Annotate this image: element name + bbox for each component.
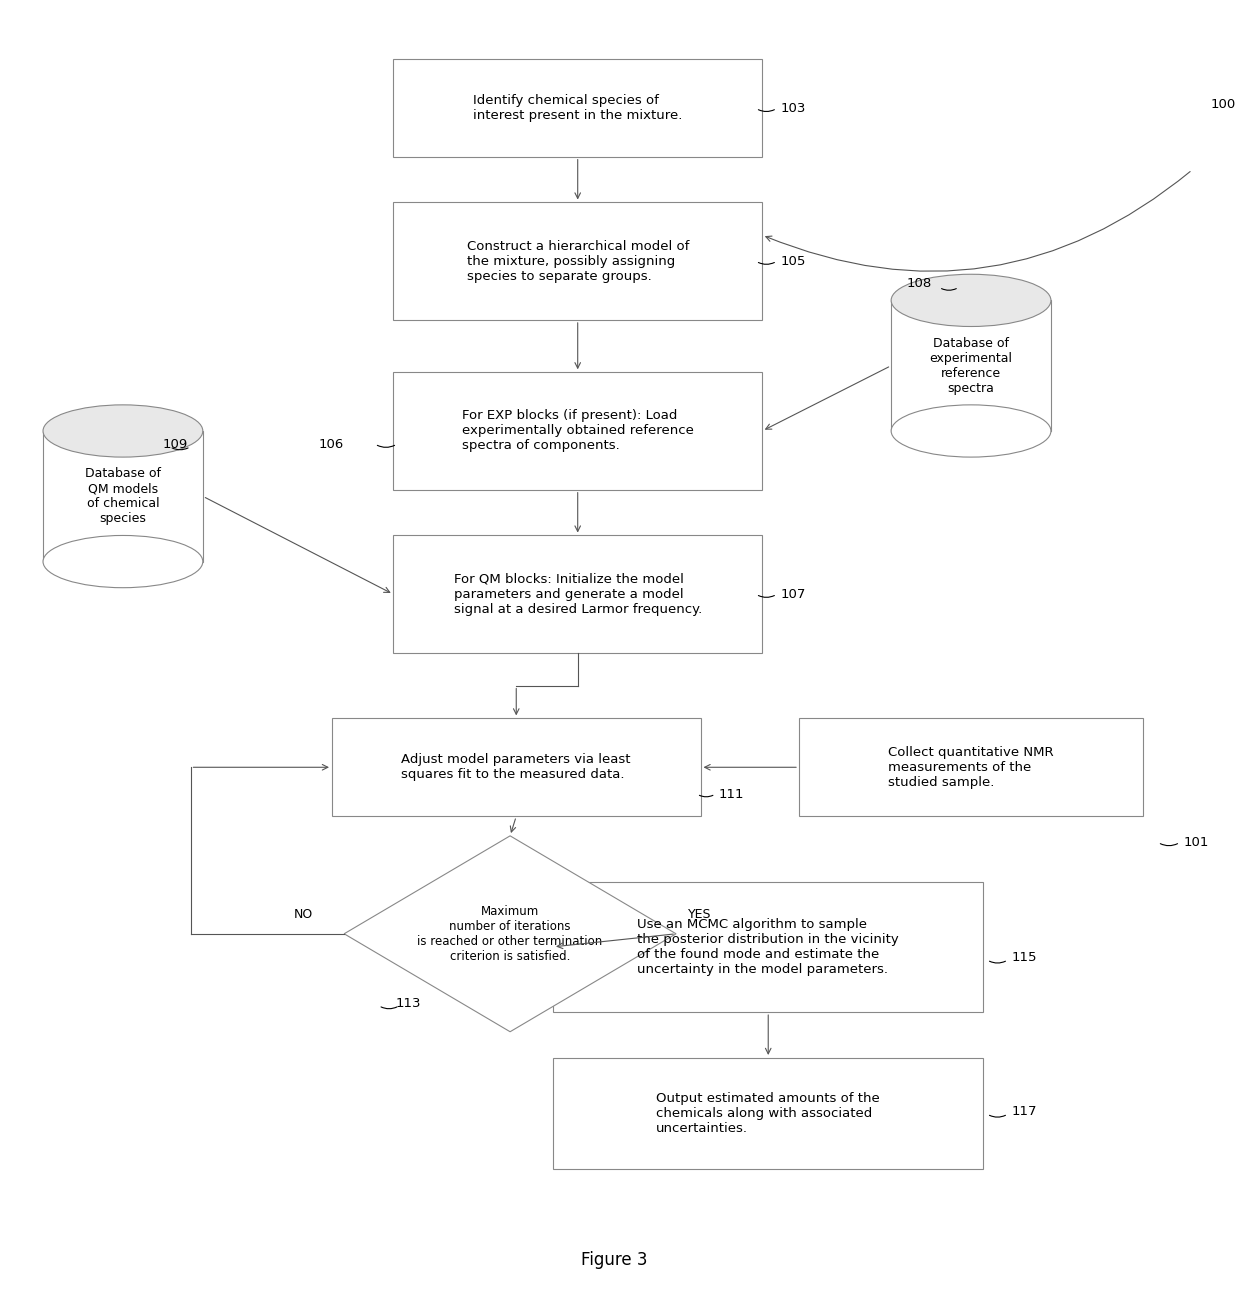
Bar xyxy=(892,300,1052,431)
Text: For QM blocks: Initialize the model
parameters and generate a model
signal at a : For QM blocks: Initialize the model para… xyxy=(454,573,702,615)
FancyBboxPatch shape xyxy=(393,535,763,653)
FancyBboxPatch shape xyxy=(332,718,701,816)
FancyBboxPatch shape xyxy=(393,59,763,157)
Text: 115: 115 xyxy=(1012,951,1037,964)
Text: Database of
QM models
of chemical
species: Database of QM models of chemical specie… xyxy=(84,468,161,525)
Text: Database of
experimental
reference
spectra: Database of experimental reference spect… xyxy=(930,337,1013,394)
Text: For EXP blocks (if present): Load
experimentally obtained reference
spectra of c: For EXP blocks (if present): Load experi… xyxy=(461,410,693,452)
Text: 103: 103 xyxy=(780,102,806,115)
Text: 107: 107 xyxy=(780,588,806,601)
Text: Construct a hierarchical model of
the mixture, possibly assigning
species to sep: Construct a hierarchical model of the mi… xyxy=(466,240,689,282)
Text: 105: 105 xyxy=(780,255,806,268)
FancyBboxPatch shape xyxy=(393,372,763,490)
Ellipse shape xyxy=(43,405,203,457)
FancyBboxPatch shape xyxy=(553,882,983,1012)
Text: Adjust model parameters via least
squares fit to the measured data.: Adjust model parameters via least square… xyxy=(402,754,631,781)
Ellipse shape xyxy=(43,535,203,588)
Ellipse shape xyxy=(892,405,1052,457)
Text: 111: 111 xyxy=(719,788,744,801)
FancyBboxPatch shape xyxy=(553,1058,983,1169)
Text: 106: 106 xyxy=(319,438,345,451)
Text: NO: NO xyxy=(294,908,314,921)
FancyBboxPatch shape xyxy=(799,718,1143,816)
Text: 100: 100 xyxy=(1210,98,1236,111)
FancyBboxPatch shape xyxy=(393,202,763,320)
Text: 109: 109 xyxy=(162,438,188,451)
Text: Identify chemical species of
interest present in the mixture.: Identify chemical species of interest pr… xyxy=(472,94,682,121)
Text: Figure 3: Figure 3 xyxy=(582,1251,647,1269)
Text: 117: 117 xyxy=(1012,1105,1037,1118)
Ellipse shape xyxy=(892,274,1052,326)
Text: Maximum
number of iterations
is reached or other termination
criterion is satisf: Maximum number of iterations is reached … xyxy=(418,905,603,963)
Text: YES: YES xyxy=(688,908,712,921)
Text: 101: 101 xyxy=(1184,836,1209,849)
Text: Collect quantitative NMR
measurements of the
studied sample.: Collect quantitative NMR measurements of… xyxy=(888,746,1054,789)
Text: 108: 108 xyxy=(906,277,931,290)
Text: Use an MCMC algorithm to sample
the posterior distribution in the vicinity
of th: Use an MCMC algorithm to sample the post… xyxy=(637,918,899,976)
Text: Output estimated amounts of the
chemicals along with associated
uncertainties.: Output estimated amounts of the chemical… xyxy=(656,1092,880,1135)
Bar xyxy=(43,431,203,562)
Text: 113: 113 xyxy=(396,996,422,1010)
Polygon shape xyxy=(345,836,676,1032)
